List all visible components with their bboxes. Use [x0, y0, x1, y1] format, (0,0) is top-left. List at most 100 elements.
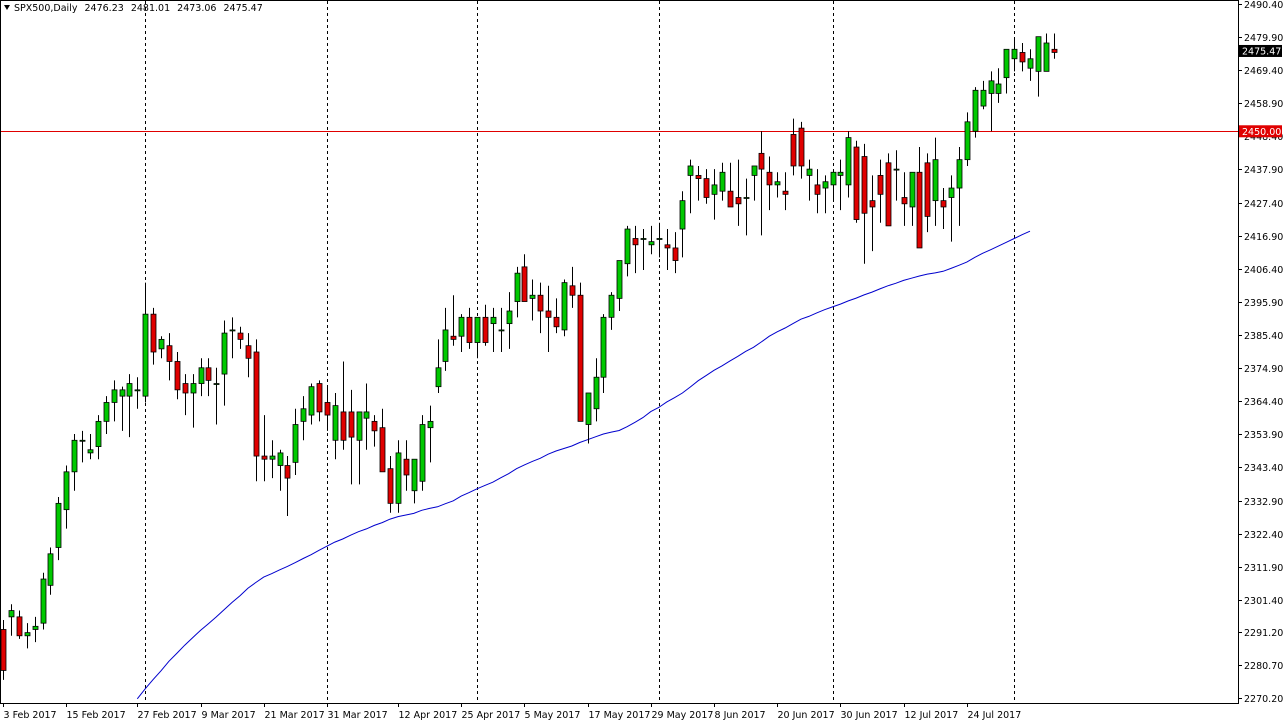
- candle-body: [687, 165, 694, 176]
- candle-body: [71, 439, 78, 473]
- candle: [237, 326, 244, 349]
- candle: [687, 159, 694, 214]
- candle: [198, 358, 205, 397]
- candle: [379, 408, 386, 473]
- candle: [893, 150, 900, 201]
- candle: [24, 623, 31, 649]
- candle-body: [284, 465, 291, 479]
- candle: [577, 282, 584, 422]
- candle-body: [506, 310, 513, 325]
- candle-body: [585, 392, 592, 425]
- candle-body: [837, 171, 844, 176]
- price-tick-label: 2437.90: [1244, 165, 1283, 176]
- dropdown-triangle-icon[interactable]: [4, 5, 10, 10]
- candle-body: [1003, 48, 1010, 79]
- candle: [640, 229, 647, 271]
- price-tick-label: 2469.40: [1244, 66, 1283, 77]
- candle-body: [703, 178, 710, 198]
- candle-body: [466, 316, 473, 343]
- candle-body: [229, 329, 236, 332]
- candle-body: [450, 335, 457, 340]
- candle-body: [648, 241, 655, 246]
- candle: [995, 68, 1002, 103]
- price-axis: 2490.40 2479.90 2469.40 2458.90 2448.40 2437.…: [1238, 0, 1283, 705]
- candle-body: [995, 83, 1002, 94]
- candle: [498, 307, 505, 352]
- candle-body: [1011, 48, 1018, 60]
- candle: [340, 361, 347, 450]
- candle-body: [537, 294, 544, 312]
- candle-body: [95, 420, 102, 447]
- candle: [474, 316, 481, 359]
- high-value: 2481.01: [130, 3, 171, 14]
- candle-body: [0, 629, 7, 671]
- close-value: 2475.47: [223, 3, 263, 14]
- candle-body: [32, 625, 39, 630]
- candle: [774, 172, 781, 198]
- current-price-tag-bg: [1239, 44, 1282, 57]
- candle: [1019, 42, 1026, 72]
- candle-body: [877, 175, 884, 195]
- candle-body: [735, 197, 742, 205]
- candle: [1035, 36, 1042, 97]
- candle: [980, 80, 987, 110]
- candle-body: [624, 228, 631, 265]
- candle-body: [766, 171, 773, 186]
- candle-body: [474, 316, 481, 343]
- candle-body: [901, 197, 908, 205]
- candle-body: [387, 468, 394, 504]
- candle: [150, 307, 157, 365]
- time-tick-label: 25 Apr 2017: [462, 710, 521, 721]
- candle: [735, 159, 742, 226]
- time-tick-label: 15 Feb 2017: [67, 710, 126, 721]
- candle-body: [8, 610, 15, 618]
- candle-body: [751, 165, 758, 176]
- candle-body: [142, 313, 149, 397]
- candle: [988, 71, 995, 132]
- candle-body: [1027, 58, 1034, 69]
- time-tick-label: 17 May 2017: [589, 710, 651, 721]
- candle: [87, 433, 94, 460]
- candle-body: [411, 458, 418, 492]
- price-tick-label: 2490.40: [1244, 0, 1283, 11]
- candle-body: [719, 171, 726, 192]
- candle: [1043, 33, 1050, 72]
- candle: [348, 389, 355, 485]
- candle-body: [743, 197, 750, 199]
- candle: [134, 377, 141, 409]
- candle-body: [16, 616, 23, 637]
- candle-body: [340, 411, 347, 441]
- candle-body: [87, 449, 94, 454]
- candle: [830, 169, 837, 201]
- candle: [8, 604, 15, 636]
- candle: [466, 307, 473, 349]
- candle: [174, 352, 181, 400]
- current-price-tag-text: 2475.47: [1242, 46, 1281, 57]
- candle-body: [514, 272, 521, 302]
- candle-body: [782, 190, 789, 195]
- candle-body: [47, 553, 54, 586]
- candle-body: [672, 247, 679, 261]
- candle-body: [245, 345, 252, 359]
- candle-body: [55, 502, 62, 548]
- candle: [1027, 49, 1034, 81]
- candle: [790, 118, 797, 176]
- candle-body: [790, 134, 797, 167]
- price-tick-label: 2280.70: [1244, 661, 1283, 672]
- candle-body: [316, 383, 323, 413]
- candle: [142, 282, 149, 403]
- candle: [545, 285, 552, 352]
- candle: [411, 458, 418, 504]
- price-tick-label: 2374.90: [1244, 364, 1283, 375]
- price-tick-label: 2479.90: [1244, 33, 1283, 44]
- candle: [521, 254, 528, 302]
- candle: [103, 396, 110, 434]
- candle: [664, 229, 671, 271]
- candle-body: [869, 200, 876, 208]
- candle-body: [1043, 42, 1050, 72]
- candle: [395, 440, 402, 513]
- price-tick-label: 2406.40: [1244, 265, 1283, 276]
- candle-body: [363, 411, 370, 419]
- candle-body: [79, 439, 86, 442]
